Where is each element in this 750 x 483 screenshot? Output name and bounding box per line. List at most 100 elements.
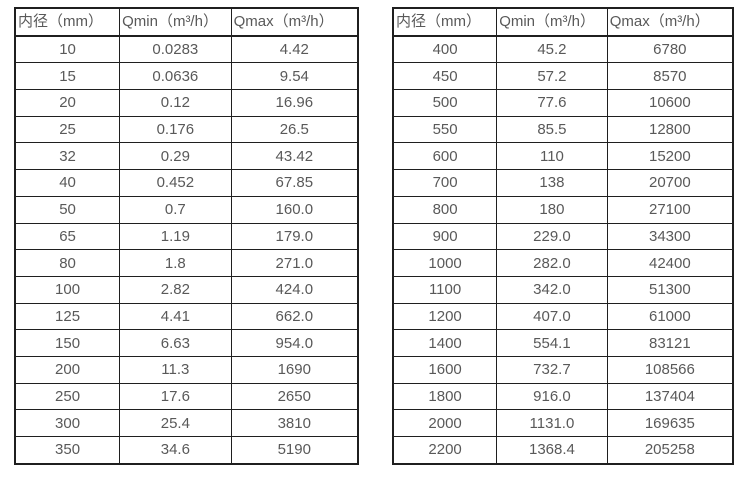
diameter-cell: 150: [14, 329, 121, 357]
qmin-cell: 6.63: [119, 329, 232, 357]
qmax-cell: 20700: [606, 169, 734, 197]
qmin-cell: 0.29: [119, 142, 232, 171]
qmin-cell: 342.0: [496, 275, 608, 304]
qmax-cell: 424.0: [230, 275, 359, 304]
qmax-cell: 42400: [606, 249, 734, 277]
qmax-cell: 108566: [606, 355, 734, 384]
qmin-cell: 110: [496, 142, 608, 171]
table-row: 200 11.3 1690: [14, 355, 359, 384]
header-row: 内径（mm） Qmin（m³/h） Qmax（m³/h）: [14, 7, 359, 37]
table-row: 2000 1131.0 169635: [392, 409, 734, 437]
diameter-cell: 80: [14, 249, 121, 277]
table-row: 450 57.2 8570: [392, 62, 734, 91]
table-row: 10 0.0283 4.42: [14, 35, 359, 64]
qmax-cell: 10600: [606, 89, 734, 117]
qmax-cell: 179.0: [230, 222, 359, 251]
table-body: 10 0.0283 4.42 15 0.0636 9.54 20 0.12 16.96 25 0.1…: [14, 35, 359, 465]
qmax-cell: 137404: [606, 382, 734, 411]
table-row: 1400 554.1 83121: [392, 329, 734, 357]
table-row: 2200 1368.4 205258: [392, 435, 734, 465]
table-row: 32 0.29 43.42: [14, 142, 359, 171]
qmin-cell: 57.2: [496, 62, 608, 91]
qmin-cell: 2.82: [119, 275, 232, 304]
spec-tables-container: 内径（mm） Qmin（m³/h） Qmax（m³/h） 10 0.0283 4.42 1…: [14, 7, 734, 465]
table-row: 125 4.41 662.0: [14, 302, 359, 331]
qmax-cell: 9.54: [230, 62, 359, 91]
qmax-cell: 1690: [230, 355, 359, 384]
qmax-cell: 6780: [606, 35, 734, 64]
table-row: 250 17.6 2650: [14, 382, 359, 411]
qmin-cell: 1368.4: [496, 435, 608, 465]
qmax-header-cell: Qmax（m³/h）: [606, 7, 734, 37]
qmin-cell: 229.0: [496, 222, 608, 251]
qmax-cell: 43.42: [230, 142, 359, 171]
qmin-cell: 1131.0: [496, 409, 608, 437]
qmax-cell: 51300: [606, 275, 734, 304]
diameter-cell: 200: [14, 355, 121, 384]
qmax-cell: 662.0: [230, 302, 359, 331]
qmax-cell: 16.96: [230, 89, 359, 117]
diameter-cell: 600: [392, 142, 498, 171]
table-row: 40 0.452 67.85: [14, 169, 359, 197]
qmax-cell: 2650: [230, 382, 359, 411]
diameter-cell: 300: [14, 409, 121, 437]
qmin-cell: 85.5: [496, 115, 608, 144]
qmax-cell: 5190: [230, 435, 359, 465]
diameter-cell: 1000: [392, 249, 498, 277]
qmin-cell: 77.6: [496, 89, 608, 117]
table-row: 150 6.63 954.0: [14, 329, 359, 357]
qmin-cell: 0.7: [119, 195, 232, 224]
header-row: 内径（mm） Qmin（m³/h） Qmax（m³/h）: [392, 7, 734, 37]
table-header-row: 内径（mm） Qmin（m³/h） Qmax（m³/h）: [14, 7, 359, 37]
qmin-cell: 1.8: [119, 249, 232, 277]
table-row: 25 0.176 26.5: [14, 115, 359, 144]
diameter-header-cell: 内径（mm）: [14, 7, 121, 37]
qmin-cell: 45.2: [496, 35, 608, 64]
diameter-cell: 10: [14, 35, 121, 64]
qmin-cell: 282.0: [496, 249, 608, 277]
diameter-cell: 900: [392, 222, 498, 251]
table-row: 1600 732.7 108566: [392, 355, 734, 384]
qmin-cell: 0.0636: [119, 62, 232, 91]
qmax-cell: 83121: [606, 329, 734, 357]
table-header-row: 内径（mm） Qmin（m³/h） Qmax（m³/h）: [392, 7, 734, 37]
qmin-cell: 1.19: [119, 222, 232, 251]
qmin-cell: 407.0: [496, 302, 608, 331]
qmax-cell: 34300: [606, 222, 734, 251]
qmin-cell: 138: [496, 169, 608, 197]
diameter-cell: 25: [14, 115, 121, 144]
qmax-cell: 169635: [606, 409, 734, 437]
table-row: 550 85.5 12800: [392, 115, 734, 144]
qmax-cell: 160.0: [230, 195, 359, 224]
qmin-cell: 732.7: [496, 355, 608, 384]
table-body: 400 45.2 6780 450 57.2 8570 500 77.6 10600 550 85.…: [392, 35, 734, 465]
qmin-header-cell: Qmin（m³/h）: [119, 7, 232, 37]
qmin-cell: 0.12: [119, 89, 232, 117]
qmin-cell: 17.6: [119, 382, 232, 411]
qmin-cell: 25.4: [119, 409, 232, 437]
qmax-cell: 954.0: [230, 329, 359, 357]
diameter-cell: 20: [14, 89, 121, 117]
qmin-cell: 916.0: [496, 382, 608, 411]
diameter-cell: 500: [392, 89, 498, 117]
qmax-cell: 26.5: [230, 115, 359, 144]
table-row: 1000 282.0 42400: [392, 249, 734, 277]
diameter-cell: 1100: [392, 275, 498, 304]
diameter-cell: 1400: [392, 329, 498, 357]
qmax-header-cell: Qmax（m³/h）: [230, 7, 359, 37]
qmax-cell: 61000: [606, 302, 734, 331]
table-row: 100 2.82 424.0: [14, 275, 359, 304]
diameter-cell: 50: [14, 195, 121, 224]
qmin-cell: 554.1: [496, 329, 608, 357]
diameter-cell: 1800: [392, 382, 498, 411]
diameter-cell: 100: [14, 275, 121, 304]
qmax-cell: 12800: [606, 115, 734, 144]
diameter-cell: 1600: [392, 355, 498, 384]
table-row: 80 1.8 271.0: [14, 249, 359, 277]
qmax-cell: 15200: [606, 142, 734, 171]
diameter-cell: 1200: [392, 302, 498, 331]
table-row: 15 0.0636 9.54: [14, 62, 359, 91]
table-row: 350 34.6 5190: [14, 435, 359, 465]
table-row: 600 110 15200: [392, 142, 734, 171]
qmax-cell: 271.0: [230, 249, 359, 277]
